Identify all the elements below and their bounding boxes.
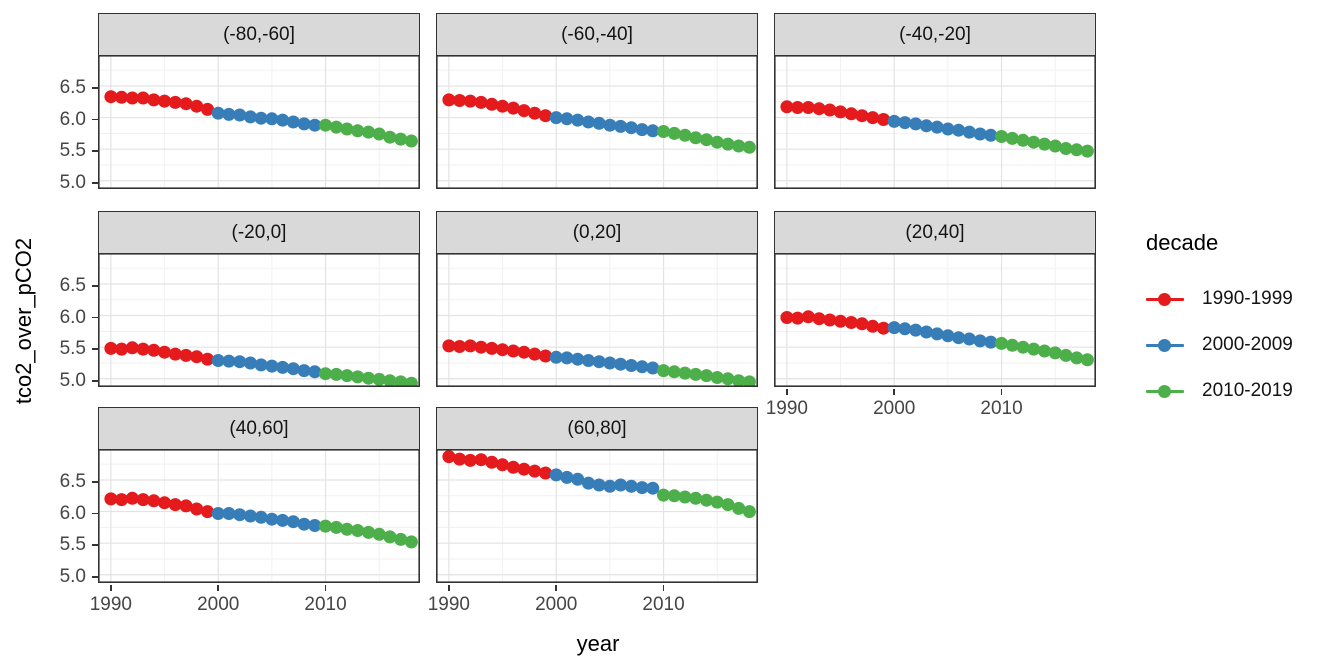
facet-panel-lat-60-80: (60,80] <box>436 407 758 584</box>
y-tick-label: 6.5 <box>59 76 86 98</box>
y-axis-tick <box>92 118 98 121</box>
x-tick-label: 1990 <box>765 398 809 419</box>
legend-item-label: 1990-1999 <box>1202 288 1293 309</box>
legend-key-line-dot-icon <box>1146 291 1184 307</box>
facet-panel-lat-40-20: (-40,-20] <box>774 13 1096 190</box>
y-axis-tick <box>92 575 98 578</box>
y-tick-label: 5.5 <box>59 534 86 556</box>
facet-strip-label: (40,60] <box>229 418 289 439</box>
y-tick-label: 5.5 <box>59 140 86 162</box>
facet-strip: (0,20] <box>436 211 758 255</box>
facet-plot <box>436 55 758 190</box>
y-axis-tick <box>92 379 98 382</box>
y-tick-label: 6.0 <box>59 306 86 328</box>
y-axis-tick <box>92 544 98 546</box>
facet-plot <box>436 253 758 388</box>
x-axis-tick <box>1000 389 1003 395</box>
facet-strip-label: (-80,-60] <box>223 24 295 45</box>
facet-strip-label: (-20,0] <box>231 222 287 243</box>
legend-item-label: 2010-2019 <box>1202 380 1293 401</box>
x-tick-label: 2000 <box>535 594 578 615</box>
facet-panel-lat-40-60: (40,60] <box>98 407 420 584</box>
x-tick-label: 1990 <box>89 594 133 615</box>
legend: decade 1990-1999 2000-2009 2010-2019 <box>1146 230 1293 414</box>
facet-strip: (-80,-60] <box>98 13 420 57</box>
x-tick-label: 2000 <box>197 594 240 615</box>
legend-item-label: 2000-2009 <box>1202 334 1293 355</box>
facet-plot <box>436 449 758 584</box>
facet-strip: (-20,0] <box>98 211 420 255</box>
y-axis-tick <box>92 316 98 319</box>
facet-panel-lat-60-40: (-60,-40] <box>436 13 758 190</box>
y-tick-label: 5.0 <box>59 565 86 587</box>
y-axis-tick <box>92 348 98 350</box>
facet-strip-label: (-40,-20] <box>899 24 971 45</box>
y-tick-label: 6.0 <box>59 502 86 524</box>
x-tick-label: 2000 <box>873 398 916 419</box>
y-axis-title: tco2_over_pCO2 <box>11 237 36 405</box>
facet-plot <box>98 55 420 190</box>
facet-plot <box>98 253 420 388</box>
legend-title: decade <box>1146 230 1219 255</box>
facet-strip-label: (-60,-40] <box>561 24 633 45</box>
legend-key-line-dot-icon <box>1146 337 1184 353</box>
y-tick-label: 6.0 <box>59 108 86 130</box>
facet-panel-lat-20-40: (20,40] <box>774 211 1096 388</box>
x-axis-tick <box>893 389 895 395</box>
legend-item-1990s: 1990-1999 <box>1146 276 1293 322</box>
y-tick-label: 6.5 <box>59 274 86 296</box>
facet-plot <box>98 449 420 584</box>
x-axis-tick <box>555 585 557 591</box>
facet-strip: (20,40] <box>774 211 1096 255</box>
x-axis-tick <box>448 585 450 591</box>
y-tick-label: 5.0 <box>59 369 86 391</box>
facet-strip-label: (20,40] <box>905 222 965 243</box>
y-axis-tick <box>92 150 98 152</box>
x-tick-label: 2010 <box>980 398 1023 419</box>
facet-strip-label: (0,20] <box>572 222 622 243</box>
facet-plot <box>774 55 1096 190</box>
x-axis-tick <box>324 585 327 591</box>
y-axis-tick <box>92 285 98 287</box>
x-axis-tick <box>110 585 112 591</box>
x-axis-title: year <box>576 631 620 656</box>
y-tick-label: 6.5 <box>59 470 86 492</box>
y-axis-tick <box>92 481 98 483</box>
facet-strip: (40,60] <box>98 407 420 451</box>
facet-panel-lat-0-20: (0,20] <box>436 211 758 388</box>
facet-strip-label: (60,80] <box>567 418 627 439</box>
legend-item-2010s: 2010-2019 <box>1146 368 1293 414</box>
x-axis-tick <box>786 389 788 395</box>
facet-strip: (-40,-20] <box>774 13 1096 57</box>
facet-panel-lat-20-0: (-20,0] <box>98 211 420 388</box>
y-tick-label: 5.0 <box>59 171 86 193</box>
y-tick-label: 5.5 <box>59 338 86 360</box>
x-tick-label: 2010 <box>304 594 347 615</box>
legend-key-line-dot-icon <box>1146 383 1184 399</box>
facet-strip: (60,80] <box>436 407 758 451</box>
facet-strip: (-60,-40] <box>436 13 758 57</box>
facet-panel-lat-80-60: (-80,-60] <box>98 13 420 190</box>
legend-item-2000s: 2000-2009 <box>1146 322 1293 368</box>
y-axis-tick <box>92 181 98 184</box>
y-axis-tick <box>92 512 98 515</box>
facet-plot <box>774 253 1096 388</box>
x-axis-tick <box>662 585 665 591</box>
x-tick-label: 2010 <box>642 594 685 615</box>
y-axis-tick <box>92 87 98 89</box>
x-tick-label: 1990 <box>427 594 471 615</box>
x-axis-tick <box>217 585 219 591</box>
